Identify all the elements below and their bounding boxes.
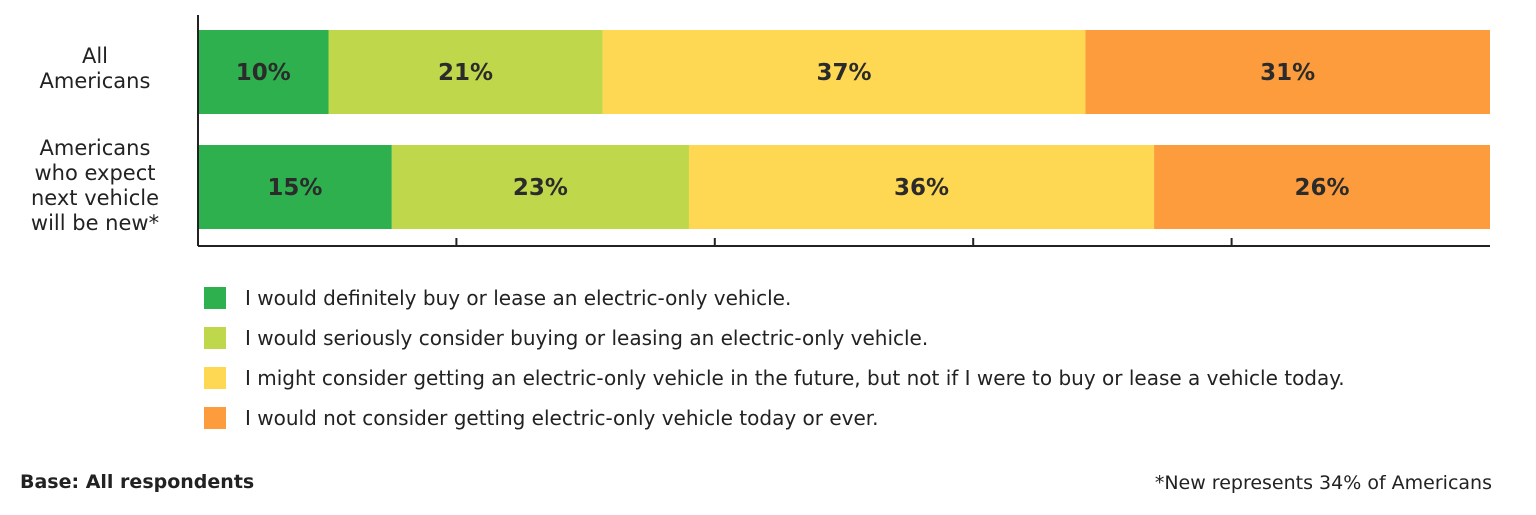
category-label-line: Americans [39,136,151,160]
legend-swatch [204,327,226,349]
legend-label: I would seriously consider buying or lea… [245,326,929,350]
bar-segment [1085,30,1490,114]
data-label: 23% [513,175,568,201]
category-label-line: Americans [39,69,151,93]
data-label: 10% [236,60,291,86]
legend-swatch [204,367,226,389]
data-label: 26% [1295,175,1350,201]
data-label: 37% [816,60,871,86]
base-note: Base: All respondents [20,471,255,493]
bar-segment [328,30,603,114]
legend-label: I would definitely buy or lease an elect… [245,286,792,310]
legend: I would definitely buy or lease an elect… [204,278,1345,438]
legend-swatch [204,407,226,429]
legend-item-might-consider: I might consider getting an electric-onl… [204,358,1345,398]
bar-segment [391,145,689,229]
category-label-all-americans: All Americans [10,44,180,94]
legend-item-would-not-consider: I would not consider getting electric-on… [204,398,1345,438]
bar-segment [198,30,329,114]
bar-segment [602,30,1086,114]
footnote: *New represents 34% of Americans [1154,472,1492,494]
category-label-line: will be new* [30,211,160,235]
legend-item-definitely: I would definitely buy or lease an elect… [204,278,1345,318]
category-label-line: All [81,44,109,68]
bar-segment [198,145,392,229]
data-label: 36% [894,175,949,201]
bar-segment [688,145,1155,229]
bar-segment [1154,145,1490,229]
category-label-new-vehicle-buyers: Americans who expect next vehicle will b… [10,136,180,236]
legend-label: I might consider getting an electric-onl… [245,366,1345,390]
category-label-line: next vehicle [31,186,159,210]
legend-item-seriously-consider: I would seriously consider buying or lea… [204,318,1345,358]
data-label: 15% [267,175,322,201]
category-label-line: who expect [34,161,156,185]
legend-label: I would not consider getting electric-on… [245,406,879,430]
data-label: 31% [1260,60,1315,86]
data-label: 21% [438,60,493,86]
legend-swatch [204,287,226,309]
stacked-bar-chart: 10% 21% 37% 31% 15% 23% 36% 26% [197,15,1490,247]
